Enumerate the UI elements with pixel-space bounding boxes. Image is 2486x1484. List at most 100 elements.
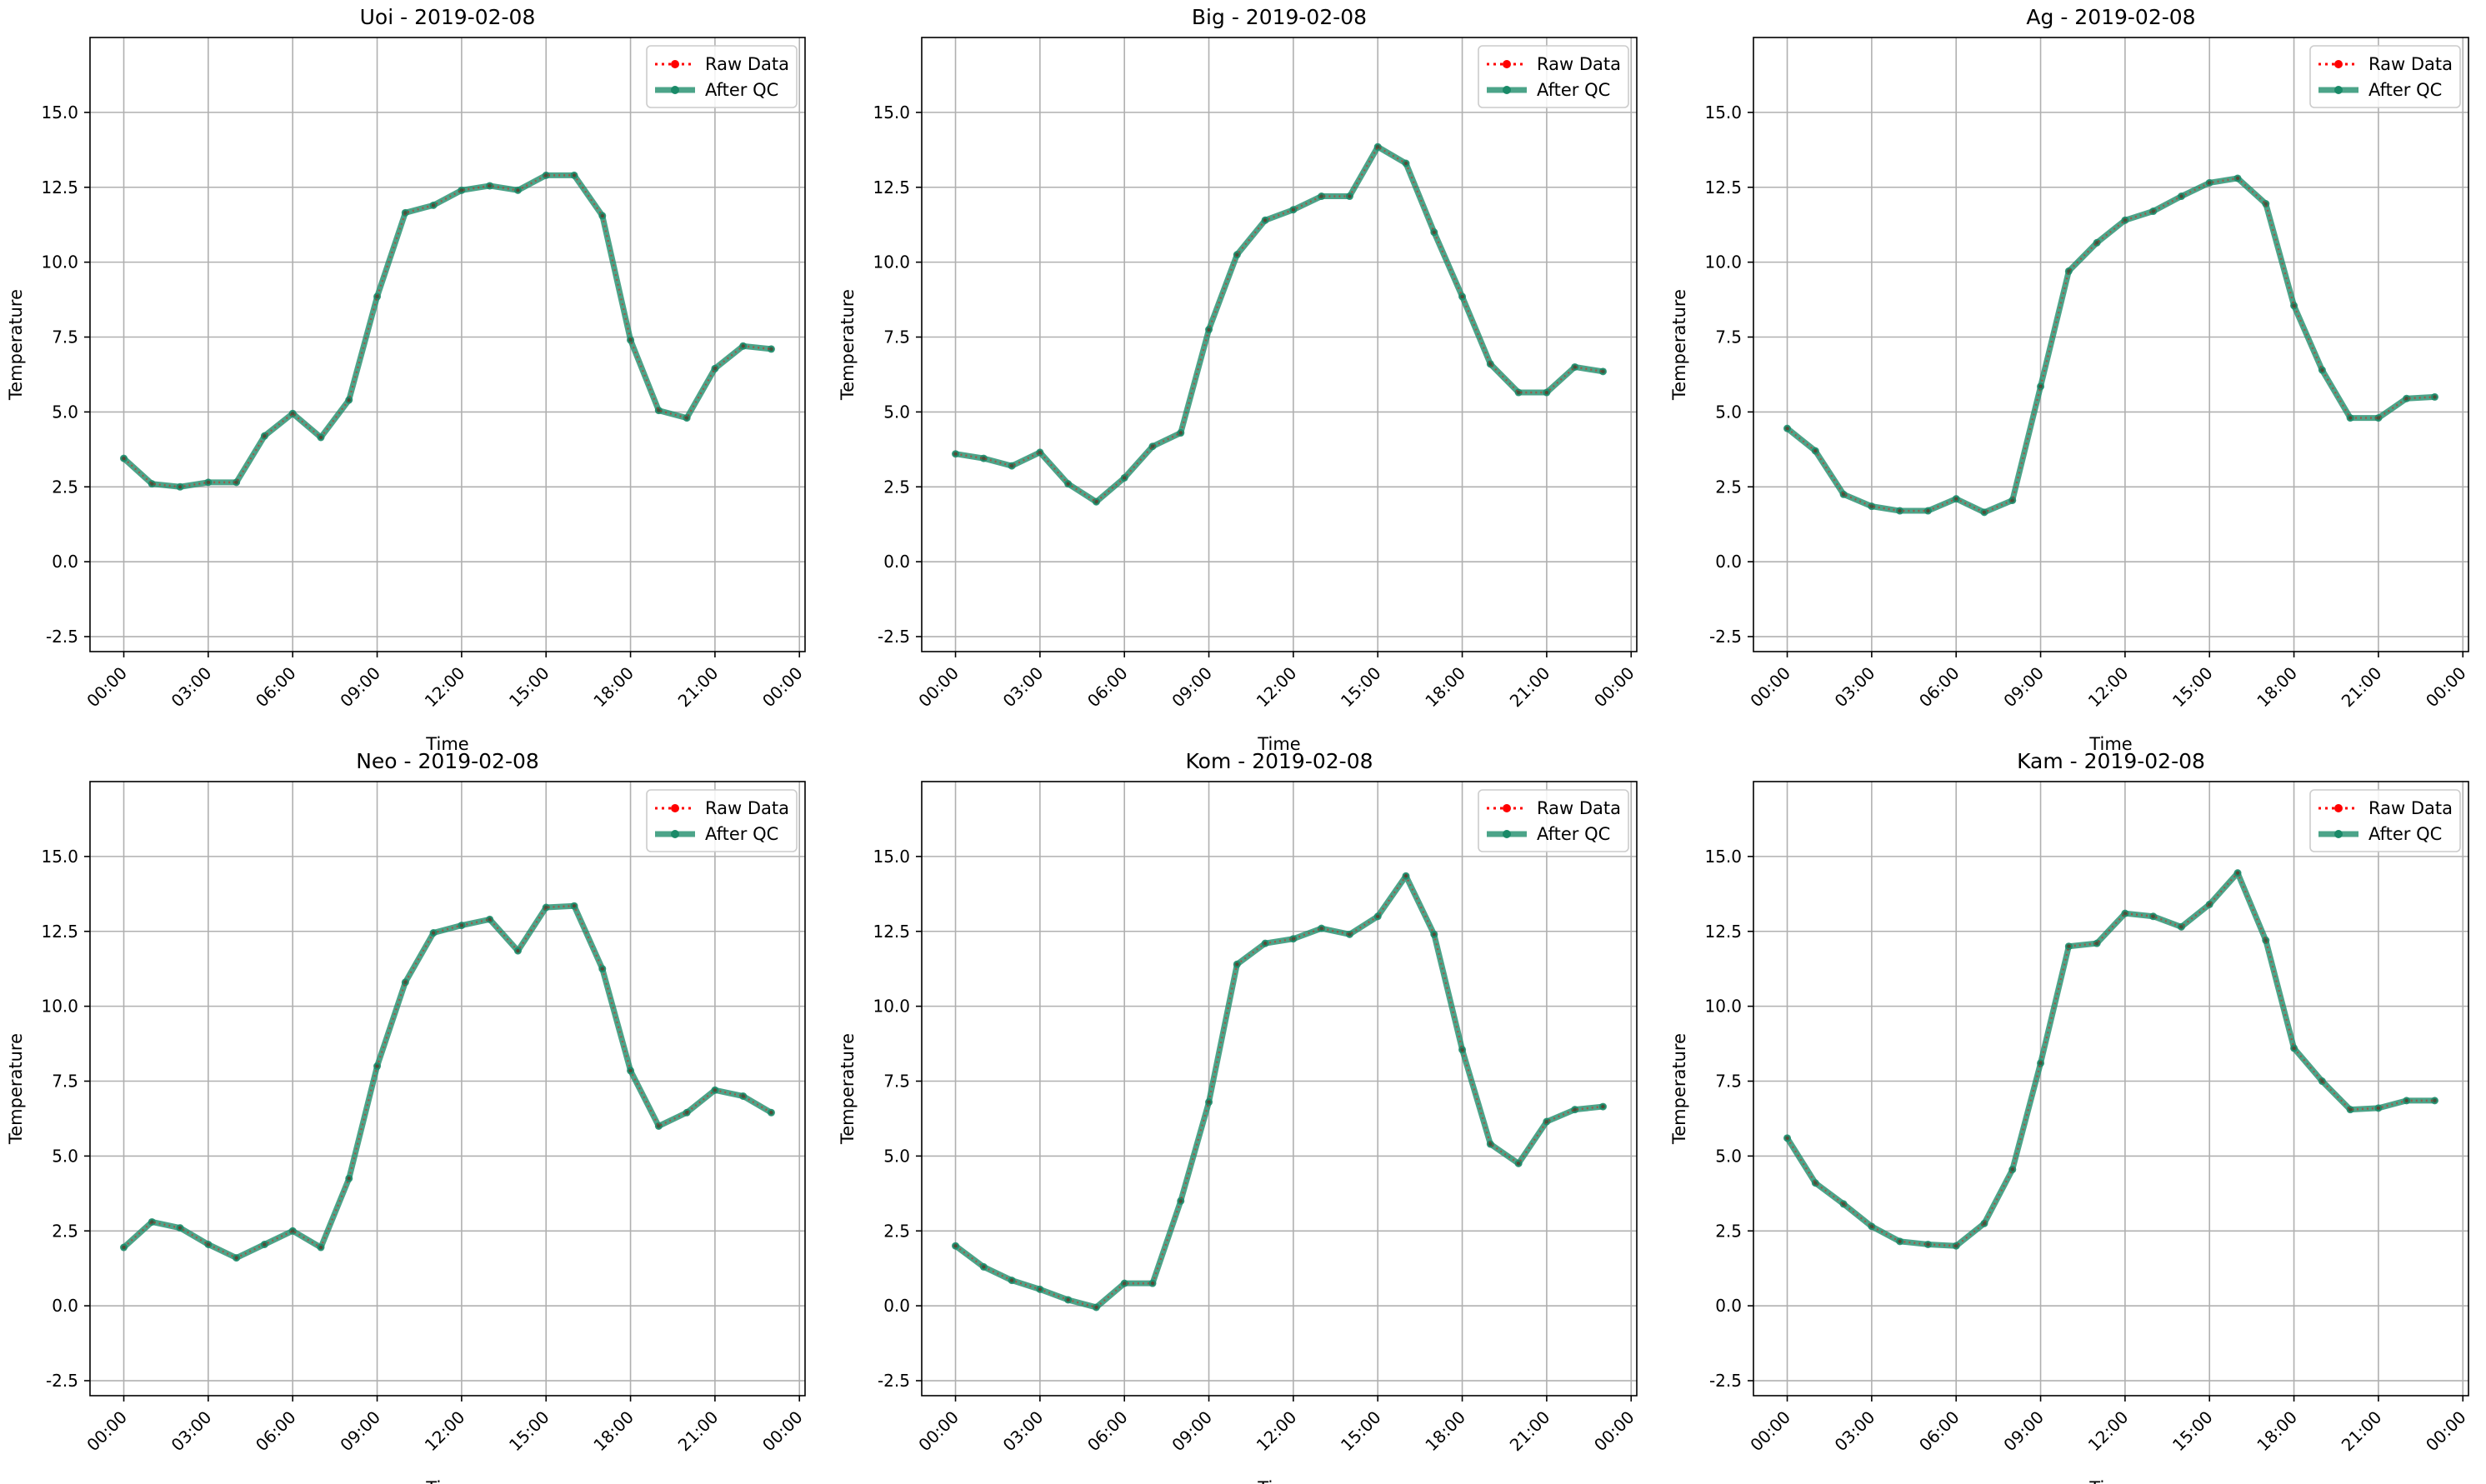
y-tick-label: 12.5 bbox=[41, 177, 78, 197]
raw-data-point bbox=[1009, 463, 1014, 468]
x-tick-label: 15:00 bbox=[1337, 663, 1385, 712]
raw-data-point bbox=[2263, 202, 2268, 206]
raw-data-point bbox=[1319, 926, 1323, 931]
x-tick-label: 18:00 bbox=[2253, 1407, 2301, 1456]
legend-marker-after-qc bbox=[1503, 830, 1511, 838]
raw-data-point bbox=[1150, 444, 1155, 448]
raw-data-point bbox=[1573, 1107, 1577, 1112]
raw-data-point bbox=[1926, 508, 1930, 513]
raw-data-point bbox=[2263, 938, 2268, 942]
raw-data-point bbox=[2179, 194, 2183, 198]
y-axis-label: Temperature bbox=[838, 289, 858, 401]
raw-data-point bbox=[1898, 508, 1902, 513]
raw-data-point bbox=[1601, 1104, 1605, 1109]
raw-data-point bbox=[488, 183, 492, 188]
x-tick-label: 03:00 bbox=[168, 663, 216, 712]
y-tick-label: 10.0 bbox=[873, 252, 910, 272]
raw-data-point bbox=[431, 931, 436, 935]
raw-data-point bbox=[684, 1111, 689, 1115]
x-tick-label: 15:00 bbox=[2168, 663, 2217, 712]
y-tick-label: 2.5 bbox=[52, 477, 78, 497]
chart-title: Kam - 2019-02-08 bbox=[2017, 749, 2205, 773]
raw-data-point bbox=[2038, 1061, 2043, 1066]
raw-data-point bbox=[1066, 1297, 1070, 1302]
raw-data-point bbox=[684, 416, 689, 420]
raw-data-point bbox=[953, 1244, 958, 1248]
raw-data-point bbox=[1207, 327, 1211, 332]
raw-data-point bbox=[1348, 932, 1352, 937]
x-tick-label: 03:00 bbox=[999, 1407, 1048, 1456]
raw-data-point bbox=[1488, 1142, 1493, 1147]
raw-data-point bbox=[1123, 1281, 1127, 1286]
x-tick-label: 12:00 bbox=[421, 663, 469, 712]
x-tick-label: 21:00 bbox=[1506, 663, 1554, 712]
raw-data-point bbox=[1207, 1100, 1211, 1104]
x-tick-label: 06:00 bbox=[1083, 663, 1132, 712]
raw-data-point bbox=[488, 917, 492, 922]
x-tick-label: 00:00 bbox=[758, 1407, 807, 1456]
y-tick-label: 7.5 bbox=[1715, 1072, 1742, 1092]
y-tick-label: 2.5 bbox=[1715, 1221, 1742, 1241]
legend-marker-after-qc bbox=[2334, 830, 2343, 838]
y-tick-label: -2.5 bbox=[46, 627, 78, 647]
raw-data-point bbox=[1460, 294, 1464, 299]
raw-data-point bbox=[459, 188, 464, 192]
series-line-after-qc bbox=[953, 872, 1606, 1311]
raw-data-point bbox=[953, 452, 958, 456]
y-tick-label: 7.5 bbox=[52, 327, 78, 347]
plot-frame bbox=[1753, 37, 2469, 652]
x-axis-label: Time bbox=[425, 1478, 468, 1484]
legend-label-after-qc: After QC bbox=[1537, 80, 1610, 100]
raw-data-point bbox=[2404, 1098, 2408, 1103]
x-tick-label: 00:00 bbox=[1590, 1407, 1638, 1456]
y-axis-label: Temperature bbox=[838, 1033, 858, 1145]
raw-data-point bbox=[375, 1064, 379, 1068]
y-tick-label: -2.5 bbox=[46, 1371, 78, 1391]
raw-data-point bbox=[2094, 241, 2099, 245]
raw-data-point bbox=[1544, 1119, 1549, 1124]
x-tick-label: 03:00 bbox=[999, 663, 1048, 712]
raw-data-point bbox=[2123, 218, 2128, 222]
y-tick-label: 2.5 bbox=[52, 1221, 78, 1241]
raw-data-point bbox=[600, 967, 604, 971]
x-tick-label: 06:00 bbox=[1915, 1407, 1963, 1456]
x-tick-label: 00:00 bbox=[1590, 663, 1638, 712]
x-tick-label: 00:00 bbox=[83, 663, 131, 712]
raw-data-point bbox=[431, 203, 436, 207]
raw-data-point bbox=[2320, 367, 2324, 372]
raw-data-point bbox=[1813, 448, 1818, 453]
raw-data-point bbox=[403, 211, 408, 215]
chart-title: Big - 2019-02-08 bbox=[1192, 5, 1367, 29]
x-tick-label: 15:00 bbox=[1337, 1407, 1385, 1456]
x-tick-label: 21:00 bbox=[2338, 663, 2386, 712]
raw-data-point bbox=[1319, 194, 1323, 198]
raw-data-point bbox=[347, 1177, 351, 1181]
legend-marker-after-qc bbox=[2334, 86, 2343, 94]
legend-marker-raw-data bbox=[1503, 60, 1511, 68]
x-axis-label: Time bbox=[1257, 734, 1300, 754]
chart-panel: 00:00 03:00 06:00 09:00 12:00 15:00 18:00 21:00… bbox=[838, 749, 1638, 1484]
x-tick-label: 00:00 bbox=[1746, 1407, 1794, 1456]
raw-data-point bbox=[1291, 937, 1296, 941]
y-tick-label: 10.0 bbox=[1704, 997, 1742, 1017]
raw-data-point bbox=[2376, 416, 2381, 420]
x-tick-label: 00:00 bbox=[83, 1407, 131, 1456]
legend-marker-raw-data bbox=[1503, 804, 1511, 812]
raw-data-point bbox=[2094, 941, 2099, 946]
raw-data-point bbox=[1038, 1287, 1043, 1292]
x-tick-label: 18:00 bbox=[2253, 663, 2301, 712]
raw-data-point bbox=[318, 1245, 323, 1250]
x-tick-label: 00:00 bbox=[914, 663, 963, 712]
raw-data-point bbox=[122, 456, 126, 461]
plot-frame bbox=[1753, 781, 2469, 1397]
raw-data-point bbox=[263, 433, 267, 438]
raw-data-point bbox=[544, 905, 548, 910]
x-axis-label: Time bbox=[2088, 1478, 2132, 1484]
plot-frame bbox=[921, 37, 1638, 652]
raw-data-point bbox=[2038, 384, 2043, 389]
raw-data-point bbox=[263, 1242, 267, 1247]
raw-data-point bbox=[1982, 510, 1987, 515]
x-tick-label: 06:00 bbox=[1915, 663, 1963, 712]
x-tick-label: 15:00 bbox=[505, 1407, 553, 1456]
